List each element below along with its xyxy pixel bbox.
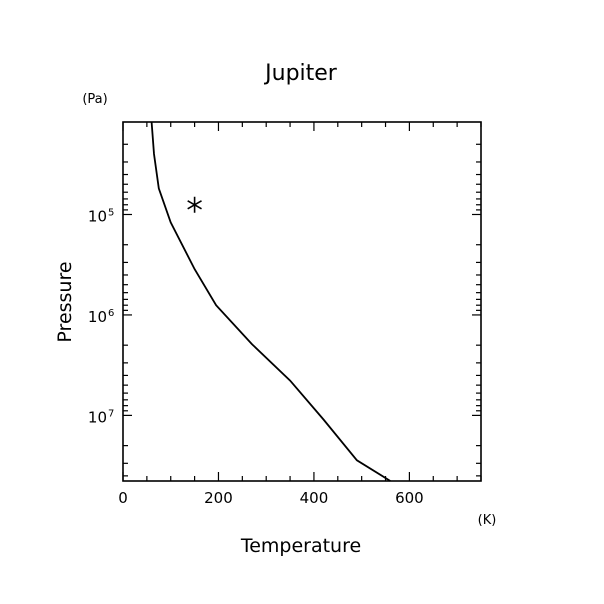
y-tick-exponent: 6	[108, 308, 114, 319]
marker	[187, 196, 202, 213]
chart-title: Jupiter	[263, 61, 338, 86]
y-axis-label: Pressure	[54, 261, 76, 342]
x-tick-label: 600	[395, 489, 424, 507]
asterisk-marker	[187, 196, 202, 213]
x-tick-labels: 0 200 400 600	[118, 489, 423, 507]
x-axis-unit: (K)	[478, 513, 497, 528]
y-tick-exponent: 5	[108, 207, 114, 218]
y-tick-label: 10	[88, 408, 107, 426]
x-tick-label: 0	[118, 489, 128, 507]
plot-frame	[122, 121, 482, 482]
y-axis-unit: (Pa)	[82, 92, 107, 107]
y-tick-label: 10	[88, 308, 107, 326]
x-axis-label: Temperature	[240, 535, 361, 557]
series-line	[150, 121, 391, 482]
axis-ticks	[122, 122, 482, 481]
x-tick-label: 200	[204, 489, 233, 507]
x-tick-label: 400	[300, 489, 329, 507]
y-tick-label: 10	[88, 207, 107, 225]
series-lines	[150, 121, 391, 482]
y-tick-exponent: 7	[108, 408, 114, 419]
